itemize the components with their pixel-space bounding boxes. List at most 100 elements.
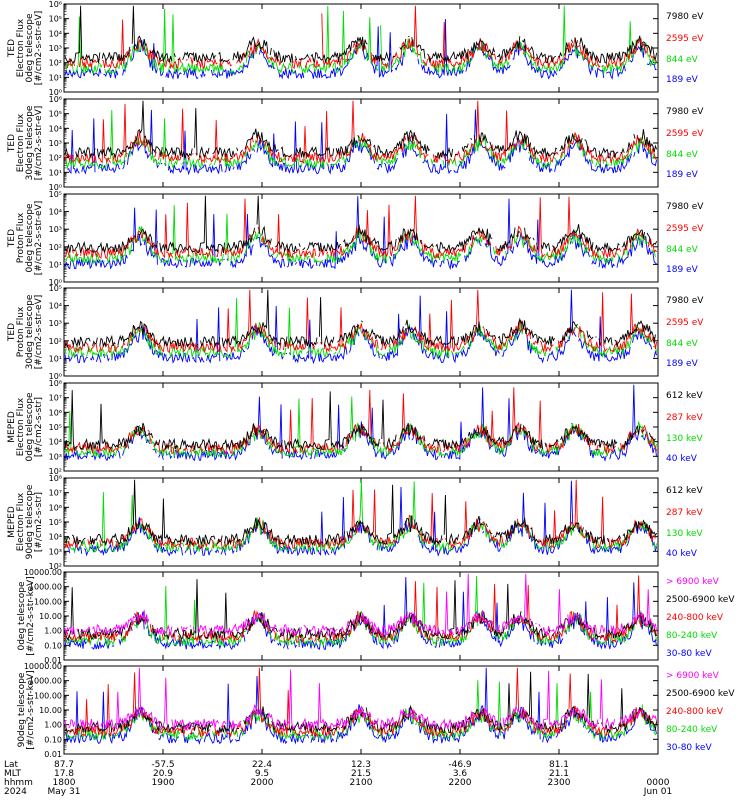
y-axis-title-line: Electron Flux — [16, 113, 26, 172]
y-tick-label: 10³ — [49, 225, 62, 234]
y-axis-title-line: Electron Flux — [16, 18, 26, 77]
y-axis-title-line: 0deg telescope — [25, 13, 35, 83]
legend-entry: 2595 eV — [666, 34, 704, 44]
y-tick-label: 10⁰ — [49, 278, 62, 287]
y-tick-label: 10³ — [49, 44, 62, 53]
series-line — [64, 573, 658, 637]
ephemeris-cell: 2000 — [251, 778, 274, 788]
y-axis-title-line: 0deg telescope — [17, 581, 27, 651]
legend-entry: 2500-6900 keV — [666, 595, 735, 605]
legend-entry: 189 eV — [666, 265, 699, 275]
y-tick-label: 10⁴ — [49, 208, 62, 217]
series-line — [64, 205, 656, 265]
panel-4: 10⁰ 10¹ 10² 10³ 10⁴ 10⁵ TED Proton Flux 30deg te… — [7, 284, 704, 381]
y-tick-label: 0.10 — [44, 735, 62, 744]
y-axis-title-line: [#/cm2-s-str-eV] — [34, 11, 44, 86]
ephemeris-cell: 20.9 — [153, 769, 173, 779]
ephemeris-cell: 12.3 — [351, 760, 371, 770]
legend-entry: 189 eV — [666, 170, 699, 180]
y-tick-label: 1000.00 — [29, 677, 62, 686]
y-tick-label: 10⁵ — [49, 518, 62, 527]
y-tick-label: 10¹ — [49, 260, 62, 269]
legend-entry: 844 eV — [666, 339, 699, 349]
ephemeris-row-label: hhmm — [4, 778, 33, 788]
y-tick-label: 0.10 — [44, 641, 62, 650]
panel-1: 10⁰ 10¹ 10² 10³ 10⁴ 10⁵ 10⁶ TED Electron Flux 0de… — [7, 0, 704, 97]
y-tick-label: 10000.00 — [24, 568, 62, 577]
series-line — [64, 5, 658, 64]
legend-entry: 2500-6900 keV — [666, 689, 735, 699]
series-line — [65, 5, 658, 75]
legend-entry: 2595 eV — [666, 224, 704, 234]
y-axis-title-line: 0deg telescope — [25, 203, 35, 273]
legend-entry: 189 eV — [666, 359, 699, 369]
y-axis-title-line: 0deg telescope — [25, 392, 35, 462]
y-tick-label: 10⁴ — [49, 533, 62, 542]
y-tick-label: 10⁴ — [49, 124, 62, 133]
series-line — [64, 100, 657, 165]
panel-8: 0.01 0.10 1.00 10.00 100.00 1000.00 10000.0090… — [17, 662, 735, 759]
series-line — [64, 196, 657, 271]
series-line — [64, 289, 658, 354]
y-tick-label: 0.01 — [44, 750, 62, 759]
ephemeris-cell: 3.6 — [453, 769, 468, 779]
series-line — [64, 100, 658, 160]
series-line — [64, 667, 658, 731]
series-line — [64, 195, 657, 260]
series-line — [64, 671, 658, 734]
y-axis-title-line: 30deg telescope — [25, 294, 35, 369]
legend-entry: 80-240 keV — [666, 725, 718, 735]
y-tick-label: 10³ — [49, 547, 62, 556]
y-axis-title-line: TED — [7, 229, 17, 248]
ephemeris-cell: 81.1 — [549, 760, 569, 770]
y-axis-title-line: MEPED — [7, 506, 17, 538]
y-tick-label: 10⁵ — [49, 190, 62, 199]
y-axis-title-line: [#/cm2-s-str-keV] — [26, 670, 36, 749]
y-tick-label: 10⁰ — [49, 372, 62, 381]
ephemeris-cell: May 31 — [48, 787, 81, 797]
legend-entry: 7980 eV — [666, 12, 704, 22]
ephemeris-cell: 2200 — [449, 778, 472, 788]
y-tick-label: 1.00 — [44, 721, 62, 730]
legend-entry: 7980 eV — [666, 202, 704, 212]
y-axis-title-line: Proton Flux — [16, 212, 26, 263]
y-tick-label: 10⁶ — [49, 95, 62, 104]
y-axis-title-line: 30deg telescope — [25, 105, 35, 180]
y-tick-label: 10¹ — [49, 73, 62, 82]
legend-entry: 240-800 keV — [666, 613, 724, 623]
panel-7: 0.01 0.10 1.00 10.00 100.00 1000.00 10000.00 0d… — [17, 568, 735, 665]
series-line — [64, 384, 658, 462]
legend-entry: 130 keV — [666, 434, 703, 444]
y-tick-label: 10¹ — [49, 168, 62, 177]
ephemeris-row-label: 2024 — [4, 787, 27, 797]
y-tick-label: 100.00 — [34, 597, 62, 606]
y-tick-label: 10⁴ — [49, 29, 62, 38]
ephemeris-cell: 0000 — [647, 778, 670, 788]
y-tick-label: 10² — [49, 562, 62, 571]
ephemeris-cell: 21.1 — [549, 769, 569, 779]
panel-6: 10² 10³ 10⁴ 10⁵ 10⁶ 10⁷ 10⁸ MEPED Electron Flux 9… — [7, 474, 703, 571]
y-tick-label: 10² — [49, 243, 62, 252]
y-tick-label: 10³ — [49, 319, 62, 328]
y-tick-label: 10² — [49, 59, 62, 68]
ephemeris-row-label: MLT — [4, 769, 22, 779]
ephemeris-cell: -46.9 — [448, 760, 472, 770]
y-tick-label: 10⁰ — [49, 88, 62, 97]
legend-entry: 287 keV — [666, 413, 703, 423]
legend-entry: 30-80 keV — [666, 743, 712, 753]
ephemeris-cell: 1900 — [152, 778, 175, 788]
y-tick-label: 1.00 — [44, 627, 62, 636]
legend-entry: 2595 eV — [666, 129, 704, 139]
ephemeris-cell: 1800 — [53, 778, 76, 788]
y-tick-label: 10⁸ — [49, 474, 62, 483]
y-tick-label: 10² — [49, 467, 62, 476]
series-line — [64, 289, 656, 349]
y-tick-label: 10⁰ — [49, 183, 62, 192]
y-tick-label: 10⁵ — [49, 284, 62, 293]
y-axis-title-line: TED — [7, 134, 17, 153]
y-tick-label: 10.00 — [39, 612, 62, 621]
ephemeris-row-label: Lat — [4, 760, 19, 770]
y-axis-title-line: [#/cm2-s-str-eV] — [34, 201, 44, 276]
